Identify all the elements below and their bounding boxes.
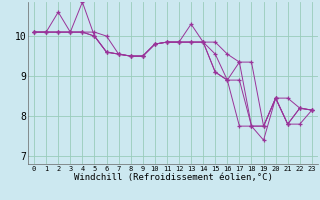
X-axis label: Windchill (Refroidissement éolien,°C): Windchill (Refroidissement éolien,°C) bbox=[74, 173, 272, 182]
